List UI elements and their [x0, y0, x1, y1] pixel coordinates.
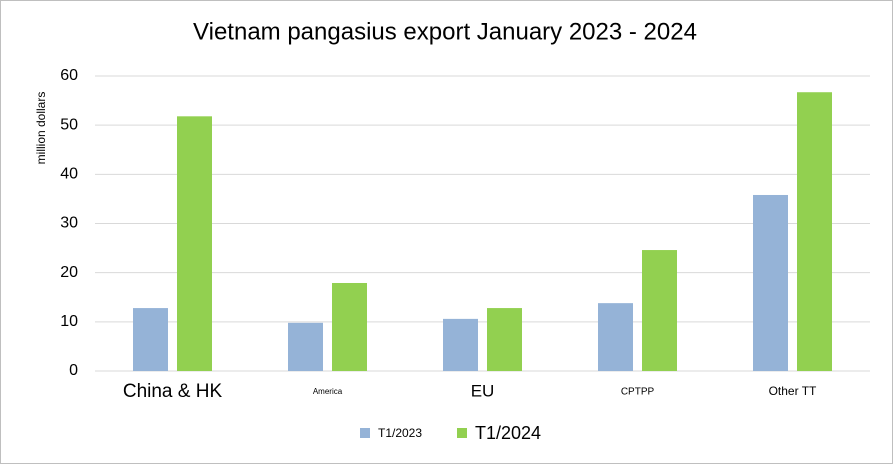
bar	[487, 308, 522, 371]
y-tick-label: 40	[60, 166, 78, 183]
bar	[797, 92, 832, 371]
y-tick-label: 0	[69, 362, 78, 379]
x-tick-label: America	[313, 387, 343, 396]
y-tick-label: 20	[60, 264, 78, 281]
x-tick-label: China & HK	[123, 381, 223, 402]
bar	[642, 250, 677, 371]
legend-label: T1/2024	[475, 423, 541, 443]
y-axis-label: million dollars	[34, 92, 48, 165]
legend-swatch	[457, 428, 467, 438]
bar	[133, 308, 168, 371]
bar	[443, 318, 478, 371]
bar	[288, 322, 323, 371]
y-tick-label: 60	[60, 67, 78, 84]
bar	[332, 282, 367, 371]
legend-label: T1/2023	[378, 426, 422, 440]
chart-title: Vietnam pangasius export January 2023 - …	[193, 18, 697, 45]
y-tick-label: 30	[60, 215, 78, 232]
y-tick-label: 50	[60, 116, 78, 133]
legend-swatch	[360, 428, 370, 438]
x-tick-label: CPTPP	[621, 387, 655, 398]
x-tick-label: Other TT	[769, 384, 817, 398]
bar	[753, 194, 788, 371]
bar	[598, 303, 633, 371]
y-tick-label: 10	[60, 313, 78, 330]
bar	[177, 116, 212, 371]
x-tick-label: EU	[471, 381, 495, 400]
